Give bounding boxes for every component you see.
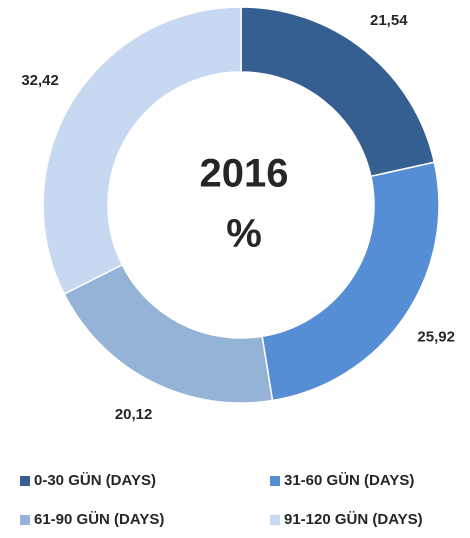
legend-label: 31-60 GÜN (DAYS) <box>284 472 414 489</box>
center-title: 2016 <box>200 152 289 196</box>
legend-swatch <box>20 476 30 486</box>
center-subtitle: % <box>226 212 262 256</box>
data-label: 25,92 <box>417 329 455 346</box>
legend-swatch <box>270 476 280 486</box>
donut-segment <box>63 263 274 404</box>
data-label: 20,12 <box>115 406 153 423</box>
legend-swatch <box>20 515 30 525</box>
legend-label: 91-120 GÜN (DAYS) <box>284 511 423 528</box>
donut-segment <box>42 6 242 296</box>
legend-label: 0-30 GÜN (DAYS) <box>34 472 156 489</box>
donut-segment <box>261 161 440 402</box>
data-label: 32,42 <box>21 72 59 89</box>
legend-label: 61-90 GÜN (DAYS) <box>34 511 164 528</box>
data-label: 21,54 <box>370 12 408 29</box>
legend-swatch <box>270 515 280 525</box>
